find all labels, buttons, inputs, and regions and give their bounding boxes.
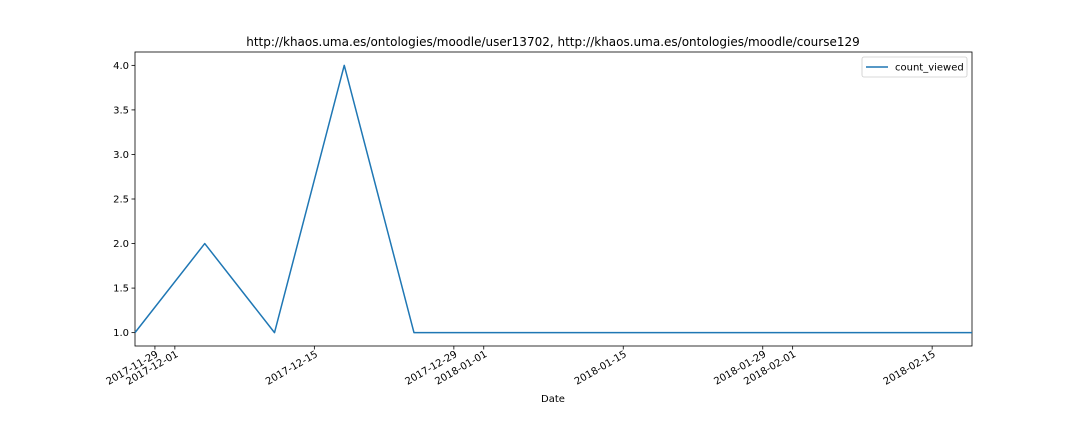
y-tick-label: 1.0 bbox=[113, 328, 129, 339]
legend-label: count_viewed bbox=[895, 63, 964, 74]
y-tick-label: 2.5 bbox=[113, 195, 129, 206]
x-axis-label: Date bbox=[541, 394, 565, 405]
series-layer bbox=[134, 64, 973, 334]
y-axis: 1.0 1.5 2.0 2.5 3.0 3.5 4.0 bbox=[113, 61, 135, 339]
chart-title: http://khaos.uma.es/ontologies/moodle/us… bbox=[246, 35, 860, 49]
legend: count_viewed bbox=[861, 56, 968, 78]
legend-box bbox=[861, 56, 968, 78]
y-tick-label: 3.0 bbox=[113, 150, 129, 161]
y-tick-label: 2.0 bbox=[113, 239, 129, 250]
y-tick-label: 4.0 bbox=[113, 61, 129, 72]
y-tick-label: 3.5 bbox=[113, 105, 129, 116]
y-tick-label: 1.5 bbox=[113, 284, 129, 295]
